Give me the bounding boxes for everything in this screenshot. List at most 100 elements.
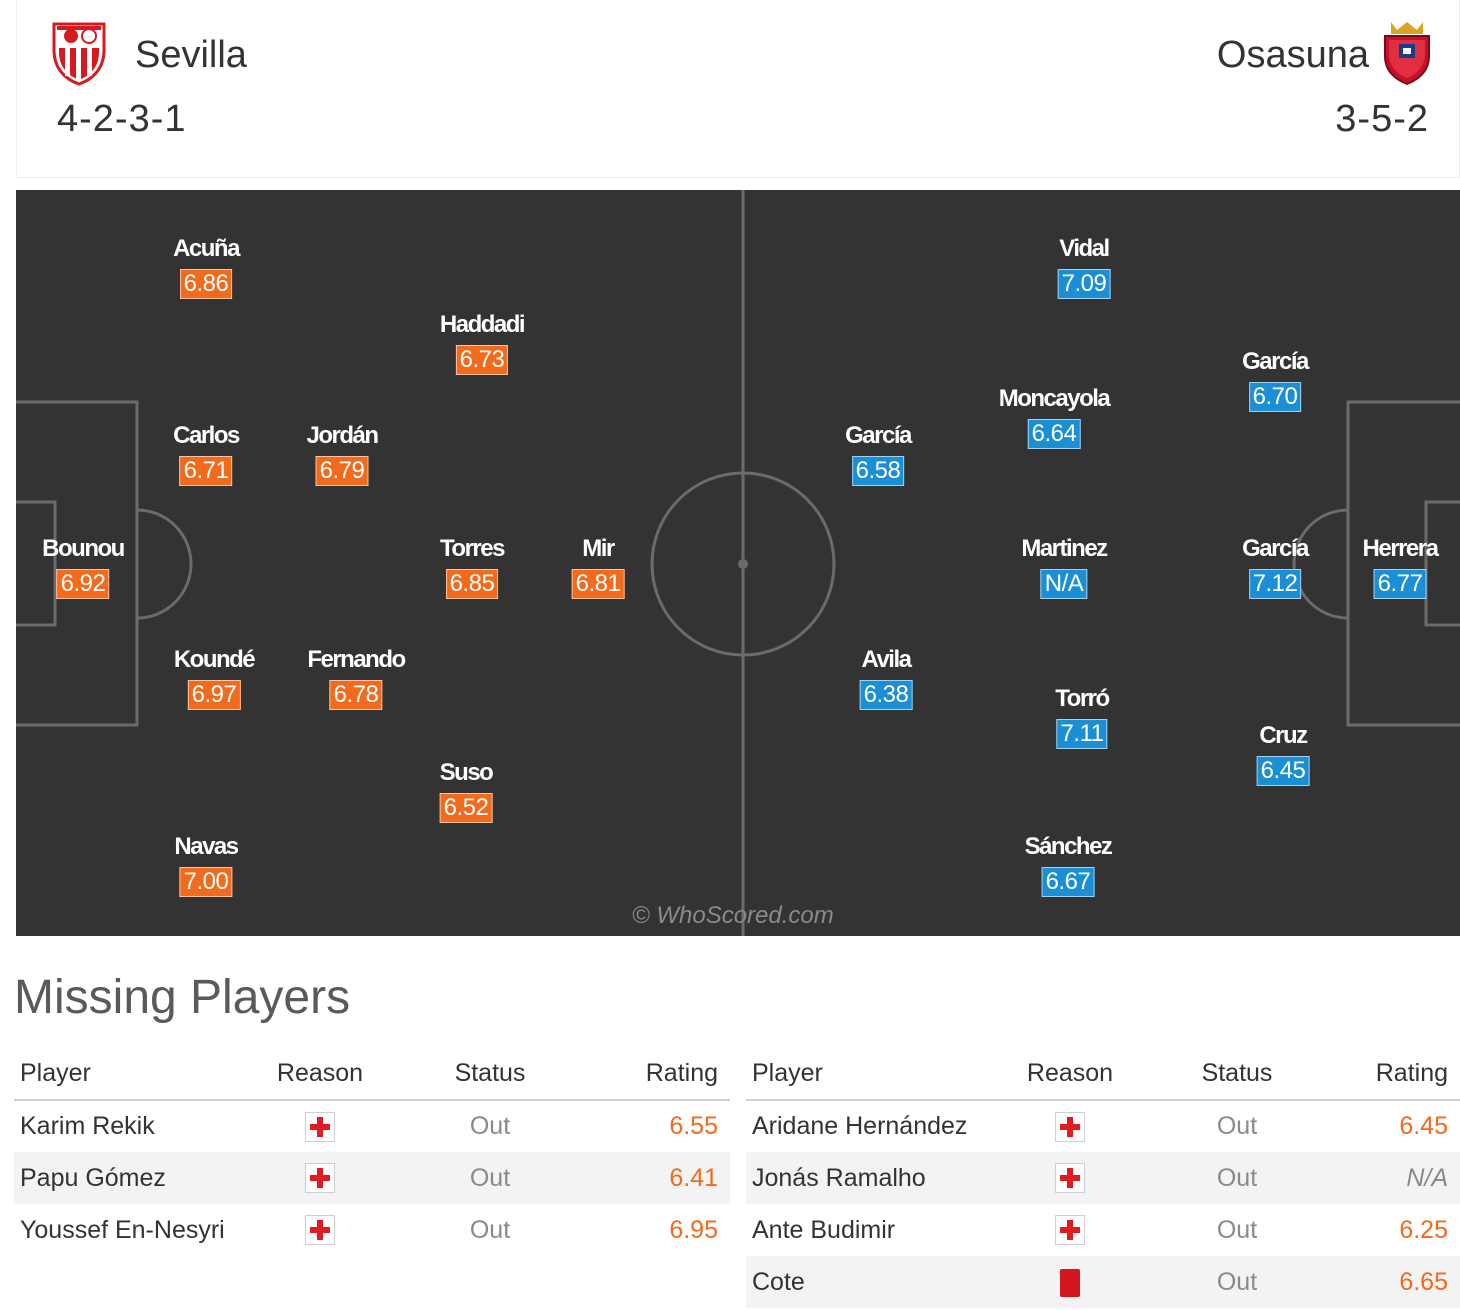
missing-player-name[interactable]: Jonás Ramalho [746, 1152, 978, 1204]
column-header-status[interactable]: Status [390, 1048, 590, 1101]
player-rating: 6.79 [315, 456, 369, 486]
home-player[interactable]: Acuña 6.86 [173, 235, 240, 299]
missing-status: Out [390, 1152, 590, 1204]
table-row: Karim Rekik Out 6.55 [14, 1100, 730, 1152]
missing-player-name[interactable]: Papu Gómez [14, 1152, 250, 1204]
missing-player-name[interactable]: Cote [746, 1256, 978, 1308]
player-rating: 6.64 [1027, 419, 1081, 449]
player-rating: N/A [1040, 569, 1088, 599]
player-name: García [1242, 348, 1309, 375]
home-player[interactable]: Mir 6.81 [571, 535, 625, 599]
player-name: Fernando [307, 646, 406, 673]
player-name: Moncayola [998, 385, 1111, 412]
player-rating: 6.45 [1256, 756, 1310, 786]
player-rating: 6.97 [187, 680, 241, 710]
home-player[interactable]: Fernando 6.78 [307, 646, 406, 710]
sevilla-crest-icon[interactable] [49, 20, 109, 86]
missing-status: Out [1162, 1152, 1312, 1204]
column-header-rating[interactable]: Rating [590, 1048, 730, 1101]
player-rating: 6.70 [1248, 382, 1302, 412]
away-player[interactable]: García 6.70 [1242, 348, 1309, 412]
injury-icon[interactable] [305, 1215, 335, 1246]
player-name: Torró [1055, 685, 1110, 712]
missing-player-name[interactable]: Ante Budimir [752, 1215, 896, 1244]
home-formation: 4-2-3-1 [57, 98, 187, 140]
away-player[interactable]: Moncayola 6.64 [998, 385, 1111, 449]
missing-status: Out [1216, 1215, 1258, 1244]
missing-rating: 6.41 [590, 1152, 730, 1204]
injury-icon[interactable] [305, 1111, 335, 1142]
player-rating: 7.00 [179, 867, 233, 897]
away-player[interactable]: Herrera 6.77 [1362, 535, 1439, 599]
column-header-reason[interactable]: Reason [250, 1048, 390, 1101]
table-row: Aridane Hernández Out 6.45 [746, 1100, 1460, 1152]
match-header: Sevilla 4-2-3-1 Osasuna 3-5-2 [16, 0, 1460, 178]
missing-status: Out [469, 1112, 511, 1140]
player-rating: 6.52 [439, 793, 493, 823]
player-name: Bounou [42, 535, 125, 562]
player-rating: 6.85 [445, 569, 499, 599]
column-header-rating[interactable]: Rating [1312, 1048, 1460, 1101]
missing-players-title: Missing Players [14, 971, 351, 1024]
player-name: García [1242, 535, 1309, 562]
player-rating: 6.58 [851, 456, 905, 486]
away-player[interactable]: Sánchez 6.67 [1025, 833, 1113, 897]
injury-icon[interactable] [1055, 1111, 1085, 1142]
table-row: Papu Gómez Out 6.41 [14, 1152, 730, 1204]
table-row: Jonás Ramalho Out N/A [746, 1152, 1460, 1204]
column-header-player[interactable]: Player [746, 1048, 978, 1101]
player-rating: 6.73 [455, 345, 509, 375]
pitch-markings [16, 190, 1460, 936]
player-name: Vidal [1059, 235, 1110, 262]
away-team-name[interactable]: Osasuna [1216, 34, 1369, 76]
missing-status: Out [1162, 1256, 1312, 1308]
missing-player-name[interactable]: Youssef En-Nesyri [20, 1215, 225, 1244]
missing-rating: 6.65 [1312, 1256, 1460, 1308]
injury-icon[interactable] [1055, 1215, 1085, 1246]
home-player[interactable]: Jordán 6.79 [306, 422, 379, 486]
home-player[interactable]: Suso 6.52 [439, 759, 494, 823]
column-header-player[interactable]: Player [14, 1048, 250, 1101]
away-player[interactable]: Martinez N/A [1021, 535, 1108, 599]
away-player[interactable]: García 7.12 [1242, 535, 1309, 599]
missing-player-name[interactable]: Karim Rekik [20, 1112, 155, 1140]
home-player[interactable]: Koundé 6.97 [174, 646, 256, 710]
player-rating: 6.77 [1373, 569, 1427, 599]
player-name: Herrera [1362, 535, 1439, 562]
away-player[interactable]: Avila 6.38 [859, 646, 913, 710]
injury-icon[interactable] [305, 1163, 335, 1194]
player-name: Jordán [306, 422, 379, 449]
player-name: Martinez [1021, 535, 1108, 562]
player-rating: 6.81 [571, 569, 625, 599]
red-card-icon[interactable] [1060, 1268, 1080, 1297]
away-formation: 3-5-2 [1335, 98, 1429, 140]
column-header-reason[interactable]: Reason [978, 1048, 1162, 1101]
player-rating: 6.86 [179, 269, 233, 299]
player-name: García [845, 422, 912, 449]
home-player[interactable]: Torres 6.85 [440, 535, 505, 599]
player-name: Avila [861, 646, 912, 673]
home-player[interactable]: Bounou 6.92 [42, 535, 125, 599]
column-header-status[interactable]: Status [1162, 1048, 1312, 1101]
missing-rating: 6.45 [1399, 1112, 1448, 1140]
missing-status: Out [469, 1215, 511, 1244]
away-player[interactable]: Cruz 6.45 [1256, 722, 1310, 786]
player-rating: 6.71 [179, 456, 233, 486]
away-player[interactable]: Vidal 7.09 [1057, 235, 1111, 299]
missing-player-name[interactable]: Aridane Hernández [752, 1112, 968, 1140]
player-name: Cruz [1259, 722, 1308, 749]
player-rating: 7.12 [1248, 569, 1302, 599]
table-header-row: Player Reason Status Rating [14, 1048, 730, 1101]
home-player[interactable]: Carlos 6.71 [173, 422, 240, 486]
injury-icon[interactable] [1055, 1163, 1085, 1194]
away-player[interactable]: García 6.58 [845, 422, 912, 486]
home-player[interactable]: Haddadi 6.73 [440, 311, 526, 375]
player-rating: 6.38 [859, 680, 913, 710]
away-player[interactable]: Torró 7.11 [1055, 685, 1110, 749]
player-rating: 7.11 [1056, 719, 1108, 749]
home-team-name[interactable]: Sevilla [135, 34, 247, 76]
player-name: Navas [174, 833, 239, 860]
player-name: Suso [439, 759, 494, 786]
osasuna-crest-icon[interactable] [1381, 20, 1433, 86]
home-player[interactable]: Navas 7.00 [174, 833, 239, 897]
